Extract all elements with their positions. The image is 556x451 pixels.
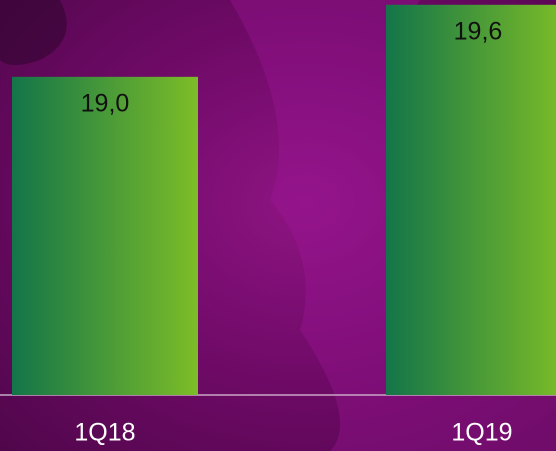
- value-label: 19,0: [81, 89, 130, 117]
- x-tick-label: 1Q19: [451, 419, 512, 447]
- bar: [386, 4, 556, 396]
- background-shape: [0, 0, 67, 65]
- x-tick-label: 1Q18: [74, 419, 135, 447]
- bar: [12, 76, 198, 396]
- value-label: 19,6: [454, 17, 503, 45]
